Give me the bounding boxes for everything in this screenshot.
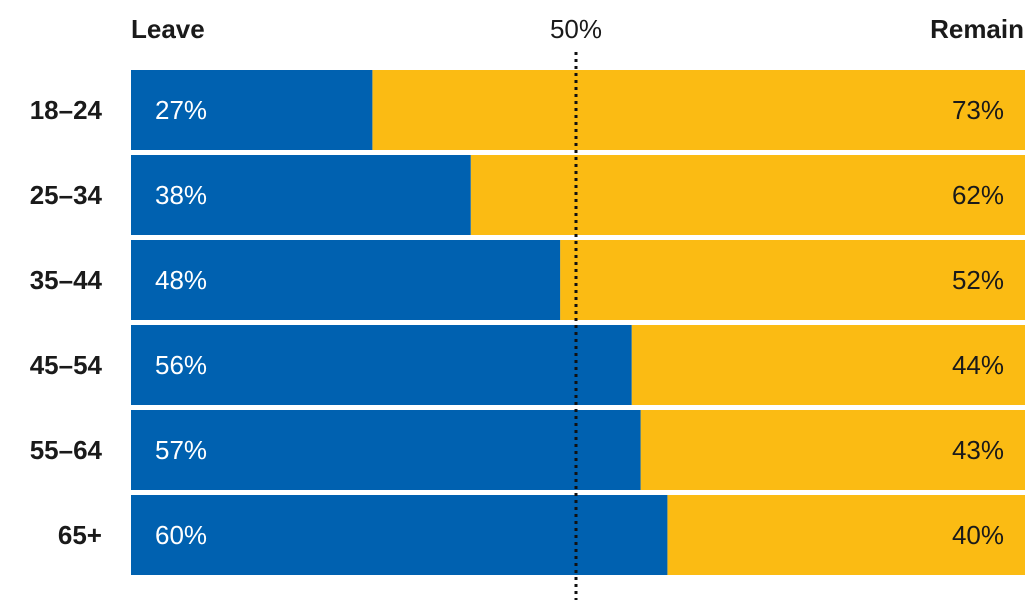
bar-row: 55–64 57% 43% (30, 410, 1025, 490)
data-label-remain: 73% (952, 95, 1004, 125)
data-label-remain: 40% (952, 520, 1004, 550)
bar-remain (640, 410, 1025, 490)
bar-remain (372, 70, 1025, 150)
bar-row: 35–44 48% 52% (30, 240, 1025, 320)
bar-leave (131, 70, 373, 150)
category-label: 65+ (58, 520, 102, 550)
data-label-leave: 27% (155, 95, 207, 125)
category-label: 55–64 (30, 435, 103, 465)
data-label-leave: 38% (155, 180, 207, 210)
bar-leave (131, 240, 561, 320)
bar-row: 18–24 27% 73% (30, 70, 1025, 150)
bar-leave (131, 410, 641, 490)
data-label-remain: 43% (952, 435, 1004, 465)
legend-leave: Leave (131, 14, 205, 44)
category-label: 25–34 (30, 180, 103, 210)
reference-line-label: 50% (550, 14, 602, 44)
bar-leave (131, 155, 471, 235)
data-label-leave: 57% (155, 435, 207, 465)
data-label-remain: 62% (952, 180, 1004, 210)
bar-leave (131, 325, 632, 405)
data-label-leave: 56% (155, 350, 207, 380)
category-label: 18–24 (30, 95, 103, 125)
bar-rows: 18–24 27% 73% 25–34 38% 62% 35–44 48% 52% 45–54 56… (30, 70, 1026, 575)
data-label-leave: 60% (155, 520, 207, 550)
bar-leave (131, 495, 668, 575)
bar-remain (470, 155, 1026, 235)
bar-remain (631, 325, 1025, 405)
bar-remain (560, 240, 1025, 320)
bar-row: 25–34 38% 62% (30, 155, 1026, 235)
bar-row: 65+ 60% 40% (58, 495, 1025, 575)
bar-row: 45–54 56% 44% (30, 325, 1025, 405)
category-label: 45–54 (30, 350, 103, 380)
legend-remain: Remain (930, 14, 1024, 44)
data-label-leave: 48% (155, 265, 207, 295)
data-label-remain: 44% (952, 350, 1004, 380)
bar-remain (667, 495, 1025, 575)
data-label-remain: 52% (952, 265, 1004, 295)
category-label: 35–44 (30, 265, 103, 295)
